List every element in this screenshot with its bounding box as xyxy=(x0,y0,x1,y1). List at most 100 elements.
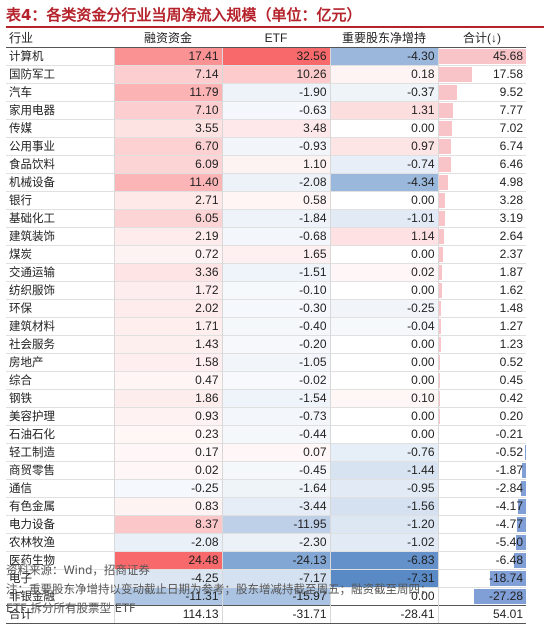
margin-value: 6.05 xyxy=(114,209,222,227)
total-value-cell: 4.98 xyxy=(438,173,526,191)
total-value: -4.17 xyxy=(439,498,527,515)
header-etf: ETF xyxy=(222,29,330,47)
etf-value: -0.63 xyxy=(222,101,330,119)
total-value: -0.21 xyxy=(439,426,527,443)
industry-name: 计算机 xyxy=(6,47,114,65)
margin-value: 1.71 xyxy=(114,317,222,335)
total-value-cell: 3.19 xyxy=(438,209,526,227)
etf-value: -2.30 xyxy=(222,533,330,551)
total-value-cell: 7.02 xyxy=(438,119,526,137)
total-value: 0.20 xyxy=(439,408,527,425)
total-value-cell: 0.52 xyxy=(438,353,526,371)
industry-name: 美容护理 xyxy=(6,407,114,425)
total-value: 9.52 xyxy=(439,84,527,101)
industry-name: 建筑装饰 xyxy=(6,227,114,245)
total-value: 1.87 xyxy=(439,264,527,281)
total-value-cell: 6.74 xyxy=(438,137,526,155)
total-value: -2.84 xyxy=(439,480,527,497)
holder-value: -1.56 xyxy=(330,497,438,515)
total-value-cell: -0.21 xyxy=(438,425,526,443)
header-total: 合计(↓) xyxy=(438,29,526,47)
etf-value: -0.68 xyxy=(222,227,330,245)
source-line: 资料来源：Wind，招商证券 xyxy=(6,561,546,580)
margin-value: 2.19 xyxy=(114,227,222,245)
total-value-cell: 1.87 xyxy=(438,263,526,281)
total-value: 45.68 xyxy=(439,48,527,65)
industry-name: 食品饮料 xyxy=(6,155,114,173)
industry-name: 汽车 xyxy=(6,83,114,101)
total-value: 0.45 xyxy=(439,372,527,389)
total-value: 0.52 xyxy=(439,354,527,371)
etf-value: -0.93 xyxy=(222,137,330,155)
total-value-cell: -4.17 xyxy=(438,497,526,515)
etf-value: 3.48 xyxy=(222,119,330,137)
total-value-cell: 2.64 xyxy=(438,227,526,245)
header-margin: 融资资金 xyxy=(114,29,222,47)
margin-value: 2.71 xyxy=(114,191,222,209)
total-value-cell: 0.20 xyxy=(438,407,526,425)
margin-value: 0.72 xyxy=(114,245,222,263)
holder-value: 1.14 xyxy=(330,227,438,245)
total-value-cell: 0.45 xyxy=(438,371,526,389)
total-value: 3.28 xyxy=(439,192,527,209)
total-value-cell: -4.77 xyxy=(438,515,526,533)
etf-value: -2.08 xyxy=(222,173,330,191)
industry-name: 商贸零售 xyxy=(6,461,114,479)
holder-value: -1.44 xyxy=(330,461,438,479)
total-value: 17.58 xyxy=(439,66,527,83)
margin-value: -2.08 xyxy=(114,533,222,551)
total-value: 1.23 xyxy=(439,336,527,353)
industry-name: 有色金属 xyxy=(6,497,114,515)
holder-value: 0.10 xyxy=(330,389,438,407)
total-value: 3.19 xyxy=(439,210,527,227)
etf-value: -0.73 xyxy=(222,407,330,425)
margin-value: 1.86 xyxy=(114,389,222,407)
holder-value: -0.37 xyxy=(330,83,438,101)
holder-value: 0.00 xyxy=(330,281,438,299)
title-divider xyxy=(6,26,544,28)
industry-name: 建筑材料 xyxy=(6,317,114,335)
holder-value: 1.31 xyxy=(330,101,438,119)
industry-name: 公用事业 xyxy=(6,137,114,155)
etf-value: -11.95 xyxy=(222,515,330,533)
total-value: -4.77 xyxy=(439,516,527,533)
holder-value: 0.97 xyxy=(330,137,438,155)
margin-value: 6.70 xyxy=(114,137,222,155)
total-value: -0.52 xyxy=(439,444,527,461)
total-value: 4.98 xyxy=(439,174,527,191)
total-value-cell: -5.40 xyxy=(438,533,526,551)
holder-value: 0.00 xyxy=(330,245,438,263)
margin-value: 0.47 xyxy=(114,371,222,389)
etf-value: -0.30 xyxy=(222,299,330,317)
holder-value: 0.00 xyxy=(330,335,438,353)
etf-value: -1.84 xyxy=(222,209,330,227)
industry-name: 社会服务 xyxy=(6,335,114,353)
holder-value: 0.00 xyxy=(330,407,438,425)
etf-value: 1.10 xyxy=(222,155,330,173)
margin-value: 1.58 xyxy=(114,353,222,371)
source-notes: 资料来源：Wind，招商证券 注：重要股东净增持以变动截止日期为参考；股东增减持… xyxy=(6,561,546,618)
etf-value: -0.02 xyxy=(222,371,330,389)
holder-value: 0.00 xyxy=(330,191,438,209)
margin-value: 17.41 xyxy=(114,47,222,65)
total-value-cell: 1.62 xyxy=(438,281,526,299)
industry-name: 环保 xyxy=(6,299,114,317)
holder-value: -0.76 xyxy=(330,443,438,461)
total-value-cell: 1.27 xyxy=(438,317,526,335)
